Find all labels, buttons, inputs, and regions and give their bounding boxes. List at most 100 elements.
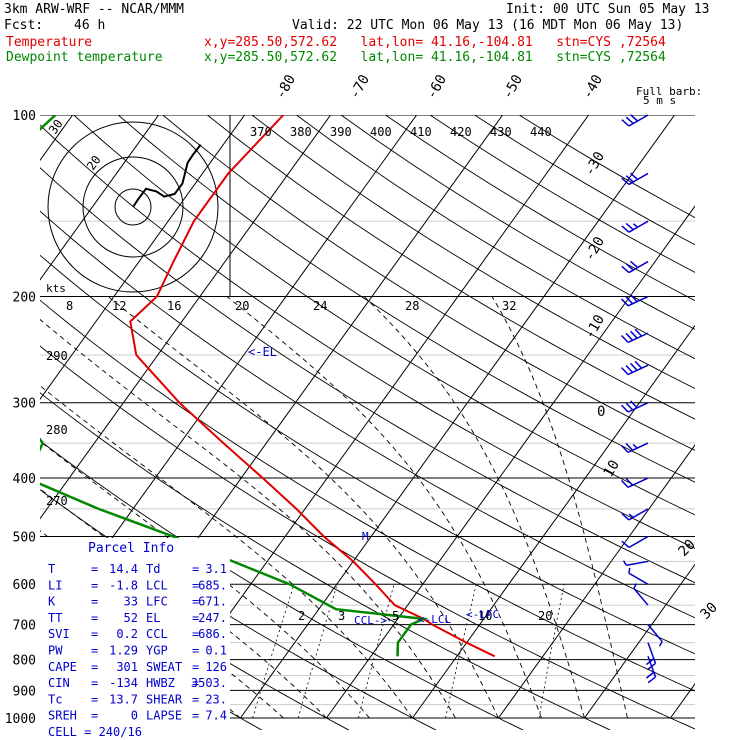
hodograph-scale-label: 8	[66, 299, 73, 313]
pressure-tick-label: 1000	[5, 712, 36, 727]
pressure-tick-label: 500	[13, 530, 36, 545]
dry-adiabat-line	[474, 115, 695, 246]
wind-barbs: Full barb:5 m s	[620, 85, 702, 684]
dewpoint-legend-label: Dewpoint temperature	[6, 50, 163, 65]
wind-barb-staff	[633, 587, 649, 606]
parcel-info-value: 13.7	[109, 692, 138, 706]
isotherm-label: 30	[698, 600, 721, 623]
parcel-info-background	[40, 538, 230, 730]
lfc-annotation: <-LFC	[466, 608, 499, 621]
mixing-ratio-line	[252, 584, 295, 719]
isotherm-label: -40	[580, 72, 607, 102]
parcel-info-equals: =	[91, 595, 98, 609]
parcel-annotations: <-EL CCL-> <-LCL <-LFC M	[248, 345, 499, 627]
model-title: 3km ARW-WRF -- NCAR/MMM	[4, 2, 185, 17]
mixing-ratio-label: 3	[338, 609, 345, 623]
mixing-ratio-line	[538, 584, 565, 719]
parcel-info-equals: =	[192, 627, 199, 641]
wind-barb-flag	[625, 477, 634, 486]
wind-barb-flag	[620, 367, 629, 376]
wind-barb-flag	[621, 225, 630, 233]
wind-barb-flag	[621, 119, 630, 127]
wind-barb-halfflag	[633, 583, 638, 589]
parcel-info-value: 126	[205, 660, 227, 674]
parcel-info-value: 0	[131, 709, 138, 723]
wind-barb-flag	[645, 671, 655, 679]
parcel-info-key: LAPSE	[146, 709, 182, 723]
parcel-info-equals: =	[192, 611, 199, 625]
parcel-info-key: SHEAR	[146, 692, 183, 706]
parcel-info-equals: =	[192, 595, 199, 609]
barb-legend-units: 5 m s	[643, 94, 676, 107]
dry-adiabat-line	[385, 115, 695, 302]
wind-barb-staff	[628, 172, 649, 186]
moist-adiabat-line	[226, 296, 542, 719]
wind-barb-flag	[620, 335, 629, 343]
parcel-info-key: SVI	[48, 627, 70, 641]
parcel-info-key: YGP	[146, 644, 168, 658]
moist-adiabat-line	[491, 296, 628, 719]
hodograph-ring-label: 20	[84, 153, 104, 173]
wind-barb-staff	[628, 535, 649, 549]
parcel-info-equals: =	[91, 562, 98, 576]
forecast-label: Fcst:	[4, 18, 44, 33]
wind-barb-flag	[625, 332, 634, 341]
parcel-info-value: 14.4	[109, 562, 138, 576]
hodograph-scale-label: 32	[502, 299, 516, 313]
hodograph-scale-label: 28	[405, 299, 419, 313]
wind-barb	[621, 114, 649, 127]
parcel-info-key: LFC	[146, 595, 168, 609]
wind-barb-flag	[621, 513, 630, 521]
parcel-info-key: LCL	[146, 578, 168, 592]
wind-barb-flag	[625, 442, 634, 451]
moist-adiabat-line	[40, 385, 413, 719]
wind-barb-staff	[647, 624, 663, 642]
pressure-tick-label: 400	[13, 472, 36, 487]
hodograph-scale-label: 20	[235, 299, 249, 313]
wind-barb-flag	[630, 330, 638, 339]
pressure-tick-label: 200	[13, 291, 36, 306]
wind-barb-staff	[626, 560, 649, 566]
wind-barb-halfflag	[622, 560, 627, 566]
parcel-info-key: HWBZ	[146, 676, 175, 690]
isotherm-label: -70	[347, 72, 374, 102]
hodograph-scale-label: 16	[167, 299, 181, 313]
parcel-info-key: CAPE	[48, 660, 77, 674]
wind-barb-flag	[621, 540, 630, 549]
parcel-info-value: 0.1	[205, 644, 227, 658]
wind-barb-flag	[621, 265, 630, 274]
parcel-info-key: LI	[48, 578, 62, 592]
wind-barb-staff	[628, 114, 649, 127]
parcel-info-value: 3503.	[191, 676, 227, 690]
parcel-info-equals: =	[192, 660, 199, 674]
theta-label: 440	[530, 125, 552, 139]
mixing-ratio-label: 10	[478, 609, 492, 623]
theta-label: 370	[250, 125, 272, 139]
wind-barb	[633, 583, 649, 606]
parcel-info-equals: =	[91, 627, 98, 641]
wind-barb	[620, 442, 649, 454]
parcel-info-value: 3.1	[205, 562, 227, 576]
hodograph-ring	[114, 188, 152, 226]
isotherm-line	[412, 324, 695, 719]
wind-barb-staff	[627, 295, 649, 307]
theta-label: 380	[290, 125, 312, 139]
parcel-info-value: 23.	[205, 692, 227, 706]
wind-barb-flag	[620, 479, 629, 488]
wind-barb-flag	[625, 402, 634, 411]
pressure-tick-label: 800	[13, 654, 36, 669]
wind-barb	[622, 560, 649, 566]
hodograph-units-label: kts	[46, 282, 66, 295]
theta-label: 390	[330, 125, 352, 139]
dry-adiabat-line	[40, 440, 524, 730]
parcel-info-equals: =	[192, 676, 199, 690]
wind-barb	[621, 260, 649, 274]
barb-legend-title: Full barb:	[636, 85, 702, 98]
parcel-info-equals: =	[91, 611, 98, 625]
theta-label: 430	[490, 125, 512, 139]
temperature-legend-label: Temperature	[6, 35, 93, 50]
parcel-info-equals: =	[91, 709, 98, 723]
